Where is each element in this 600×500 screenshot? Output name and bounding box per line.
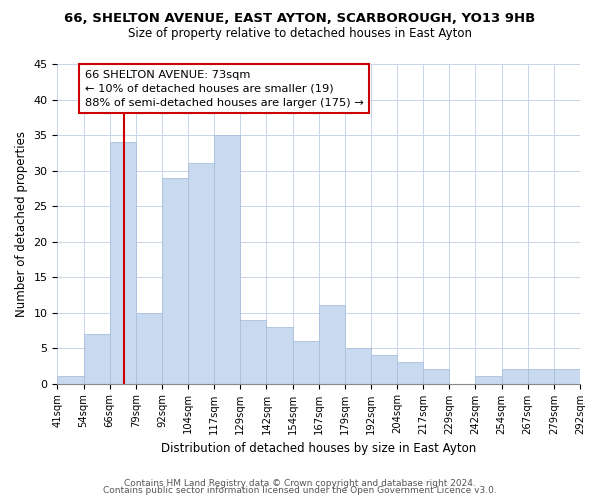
Bar	[371, 355, 397, 384]
Bar	[397, 362, 423, 384]
Bar	[266, 327, 293, 384]
Bar	[502, 370, 528, 384]
Bar	[475, 376, 502, 384]
Bar	[110, 142, 136, 384]
Bar	[345, 348, 371, 384]
Bar	[293, 341, 319, 384]
Text: 66, SHELTON AVENUE, EAST AYTON, SCARBOROUGH, YO13 9HB: 66, SHELTON AVENUE, EAST AYTON, SCARBORO…	[64, 12, 536, 26]
Bar	[162, 178, 188, 384]
Bar	[423, 370, 449, 384]
Bar	[58, 376, 83, 384]
Text: Contains public sector information licensed under the Open Government Licence v3: Contains public sector information licen…	[103, 486, 497, 495]
Text: 66 SHELTON AVENUE: 73sqm
← 10% of detached houses are smaller (19)
88% of semi-d: 66 SHELTON AVENUE: 73sqm ← 10% of detach…	[85, 70, 364, 108]
Bar	[83, 334, 110, 384]
Y-axis label: Number of detached properties: Number of detached properties	[15, 131, 28, 317]
Bar	[554, 370, 580, 384]
Bar	[188, 164, 214, 384]
Bar	[214, 135, 241, 384]
X-axis label: Distribution of detached houses by size in East Ayton: Distribution of detached houses by size …	[161, 442, 476, 455]
Text: Contains HM Land Registry data © Crown copyright and database right 2024.: Contains HM Land Registry data © Crown c…	[124, 478, 476, 488]
Bar	[136, 312, 162, 384]
Bar	[319, 306, 345, 384]
Bar	[528, 370, 554, 384]
Text: Size of property relative to detached houses in East Ayton: Size of property relative to detached ho…	[128, 28, 472, 40]
Bar	[241, 320, 266, 384]
